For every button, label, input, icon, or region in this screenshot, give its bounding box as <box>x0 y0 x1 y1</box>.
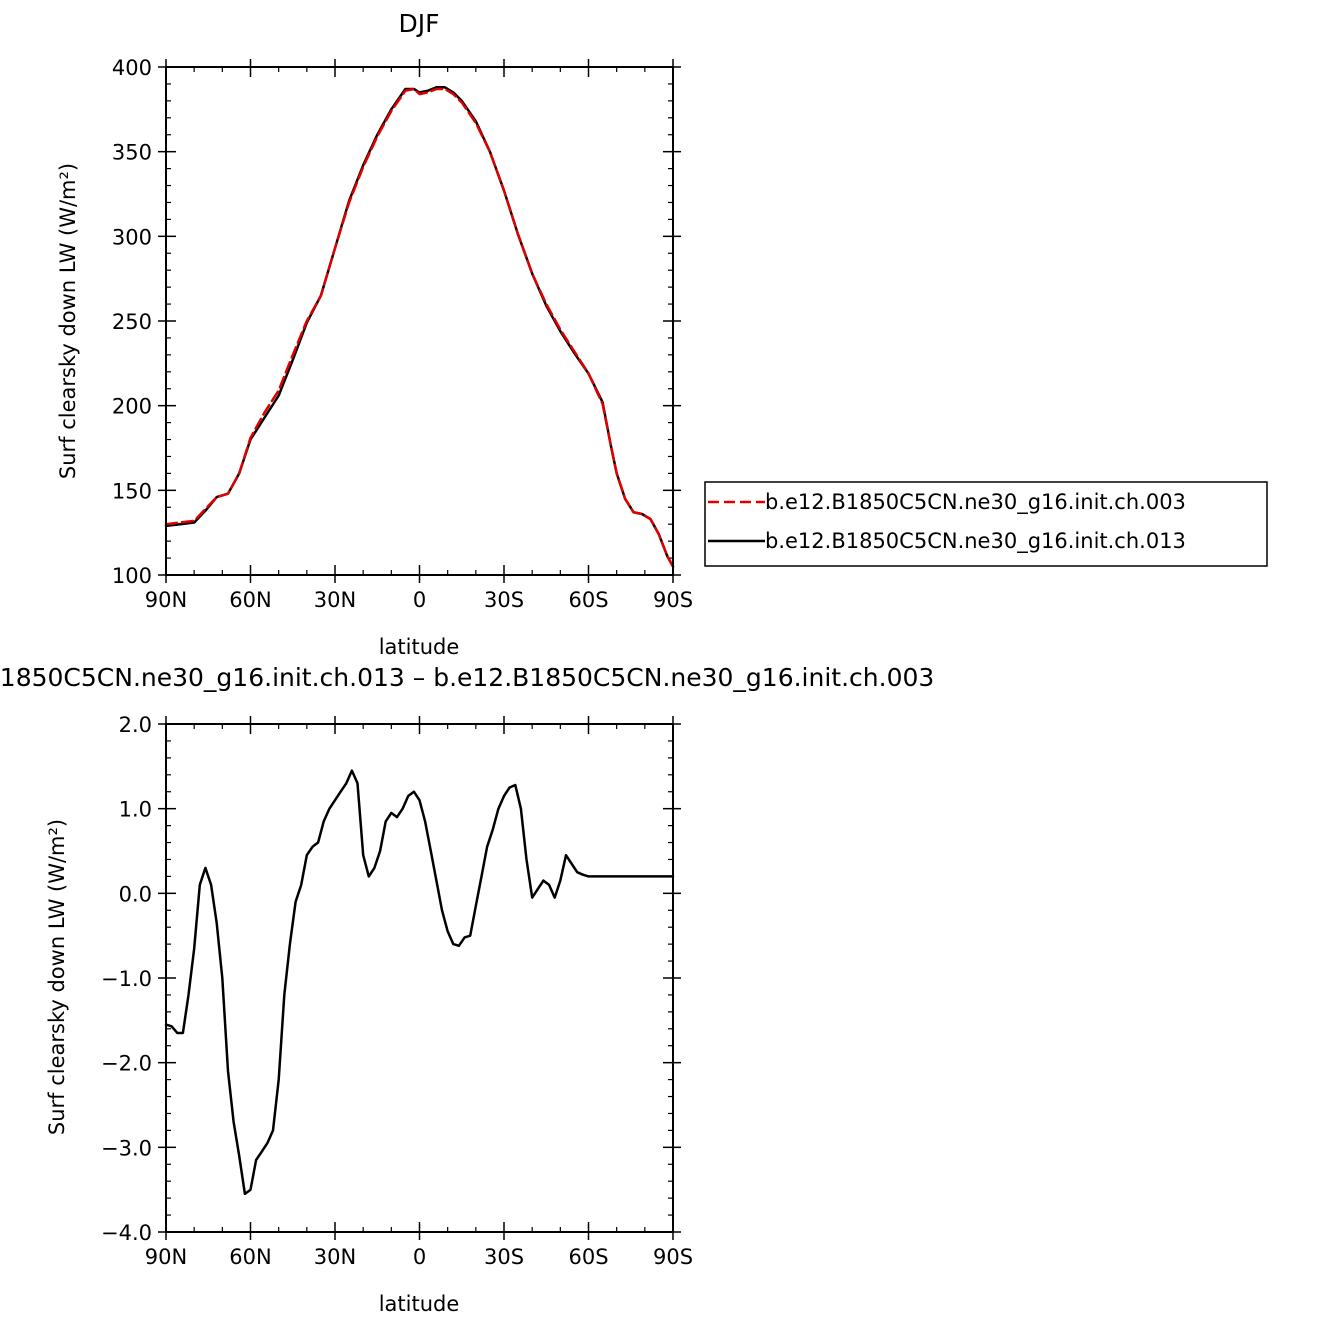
bottom-chart-x-tick-label: 0 <box>413 1245 426 1269</box>
bottom-chart-y-tick-label: −1.0 <box>101 967 152 991</box>
bottom-chart: b.e12.B1850C5CN.ne30_g16.init.ch.013 – b… <box>0 663 934 1316</box>
bottom-chart-y-tick-label: 1.0 <box>119 798 152 822</box>
bottom-chart-x-tick-label: 60N <box>229 1245 271 1269</box>
bottom-chart-y-tick-label: −4.0 <box>101 1221 152 1245</box>
top-chart-lines <box>164 86 675 568</box>
top-chart-x-tick-label: 0 <box>413 588 426 612</box>
top-chart-y-tick-label: 300 <box>112 225 152 249</box>
legend-label-003: b.e12.B1850C5CN.ne30_g16.init.ch.003 <box>765 490 1186 515</box>
bottom-chart-x-tick-label: 30S <box>484 1245 524 1269</box>
bottom-chart-x-axis-label: latitude <box>379 1292 460 1316</box>
bottom-chart-title: b.e12.B1850C5CN.ne30_g16.init.ch.013 – b… <box>0 663 934 692</box>
top-chart-y-tick-label: 350 <box>112 141 152 165</box>
bottom-chart-frame <box>165 723 674 1233</box>
top-chart-y-axis-label: Surf clearsky down LW (W/m²) <box>56 163 80 479</box>
top-chart-x-tick-labels: 90N 60N 30N 0 30S 60S 90S <box>145 588 693 612</box>
top-chart-x-tick-label: 90N <box>145 588 187 612</box>
top-chart-x-tick-label: 60N <box>229 588 271 612</box>
top-chart: DJF 90N 60N 30N 0 30S 60S 90S 100 150 200 250 300 3… <box>56 9 1268 659</box>
bottom-chart-x-tick-label: 60S <box>568 1245 608 1269</box>
top-chart-ticks <box>158 59 681 583</box>
legend-label-013: b.e12.B1850C5CN.ne30_g16.init.ch.013 <box>765 529 1186 554</box>
bottom-chart-x-tick-label: 90N <box>145 1245 187 1269</box>
top-chart-series-line-1 <box>164 86 675 568</box>
legend-box <box>704 481 1268 567</box>
bottom-chart-y-tick-label: 0.0 <box>119 882 152 906</box>
top-chart-x-tick-label: 30N <box>314 588 356 612</box>
bottom-chart-x-tick-label: 90S <box>653 1245 693 1269</box>
top-chart-x-tick-label: 60S <box>568 588 608 612</box>
top-chart-title: DJF <box>398 9 439 38</box>
top-chart-y-tick-label: 250 <box>112 310 152 334</box>
bottom-chart-y-tick-label: −3.0 <box>101 1136 152 1160</box>
top-chart-y-tick-label: 100 <box>112 564 152 588</box>
bottom-chart-lines <box>164 769 675 1196</box>
bottom-chart-y-tick-labels: −4.0 −3.0 −2.0 −1.0 0.0 1.0 2.0 <box>101 713 152 1245</box>
top-chart-frame <box>165 66 674 576</box>
top-chart-series-line-0 <box>164 87 675 568</box>
bottom-chart-ticks <box>158 716 681 1240</box>
top-chart-x-tick-label: 90S <box>653 588 693 612</box>
bottom-chart-y-axis-label: Surf clearsky down LW (W/m²) <box>45 819 69 1135</box>
bottom-chart-x-tick-label: 30N <box>314 1245 356 1269</box>
bottom-chart-series-line-0 <box>164 769 675 1196</box>
bottom-chart-y-tick-label: 2.0 <box>119 713 152 737</box>
top-chart-y-tick-labels: 100 150 200 250 300 350 400 <box>112 56 152 588</box>
top-chart-y-tick-label: 200 <box>112 395 152 419</box>
legend: b.e12.B1850C5CN.ne30_g16.init.ch.003 b.e… <box>704 481 1268 567</box>
bottom-chart-x-tick-labels: 90N 60N 30N 0 30S 60S 90S <box>145 1245 693 1269</box>
top-chart-y-tick-label: 150 <box>112 479 152 503</box>
top-chart-x-tick-label: 30S <box>484 588 524 612</box>
top-chart-x-axis-label: latitude <box>379 635 460 659</box>
top-chart-y-tick-label: 400 <box>112 56 152 80</box>
bottom-chart-y-tick-label: −2.0 <box>101 1052 152 1076</box>
